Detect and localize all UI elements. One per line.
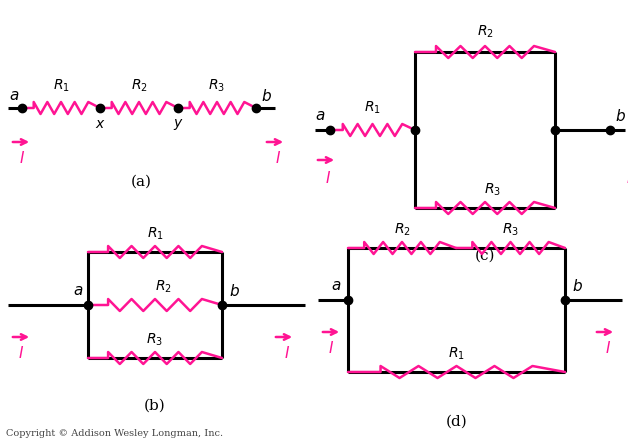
Text: $I$: $I$ [325, 170, 331, 186]
Text: $b$: $b$ [229, 283, 239, 299]
Text: $I$: $I$ [275, 150, 281, 166]
Text: $x$: $x$ [95, 117, 106, 131]
Text: (a): (a) [131, 175, 152, 189]
Text: $b$: $b$ [261, 88, 271, 104]
Text: $a$: $a$ [315, 109, 325, 123]
Text: $a$: $a$ [9, 89, 19, 103]
Text: $b$: $b$ [615, 108, 625, 124]
Text: $a$: $a$ [73, 284, 83, 298]
Text: $I$: $I$ [18, 345, 24, 361]
Text: $I$: $I$ [284, 345, 290, 361]
Text: $R_1$: $R_1$ [53, 78, 70, 94]
Text: $R_3$: $R_3$ [208, 78, 225, 94]
Text: $I$: $I$ [19, 150, 25, 166]
Text: $R_1$: $R_1$ [364, 100, 381, 116]
Text: $R_3$: $R_3$ [484, 182, 502, 198]
Text: Copyright © Addison Wesley Longman, Inc.: Copyright © Addison Wesley Longman, Inc. [6, 430, 223, 438]
Text: $y$: $y$ [173, 116, 183, 131]
Text: $R_3$: $R_3$ [502, 222, 519, 238]
Text: $R_1$: $R_1$ [448, 346, 465, 362]
Text: $R_2$: $R_2$ [154, 279, 171, 295]
Text: $R_3$: $R_3$ [146, 332, 163, 348]
Text: $I$: $I$ [626, 170, 628, 186]
Text: (d): (d) [446, 415, 467, 429]
Text: $I$: $I$ [328, 340, 334, 356]
Text: $b$: $b$ [571, 278, 583, 294]
Text: $I$: $I$ [605, 340, 611, 356]
Text: $R_2$: $R_2$ [131, 78, 148, 94]
Text: $R_1$: $R_1$ [146, 226, 163, 242]
Text: $R_2$: $R_2$ [477, 24, 494, 40]
Text: (b): (b) [144, 399, 166, 413]
Text: $a$: $a$ [331, 279, 341, 293]
Text: $R_2$: $R_2$ [394, 222, 411, 238]
Text: (c): (c) [475, 249, 495, 263]
